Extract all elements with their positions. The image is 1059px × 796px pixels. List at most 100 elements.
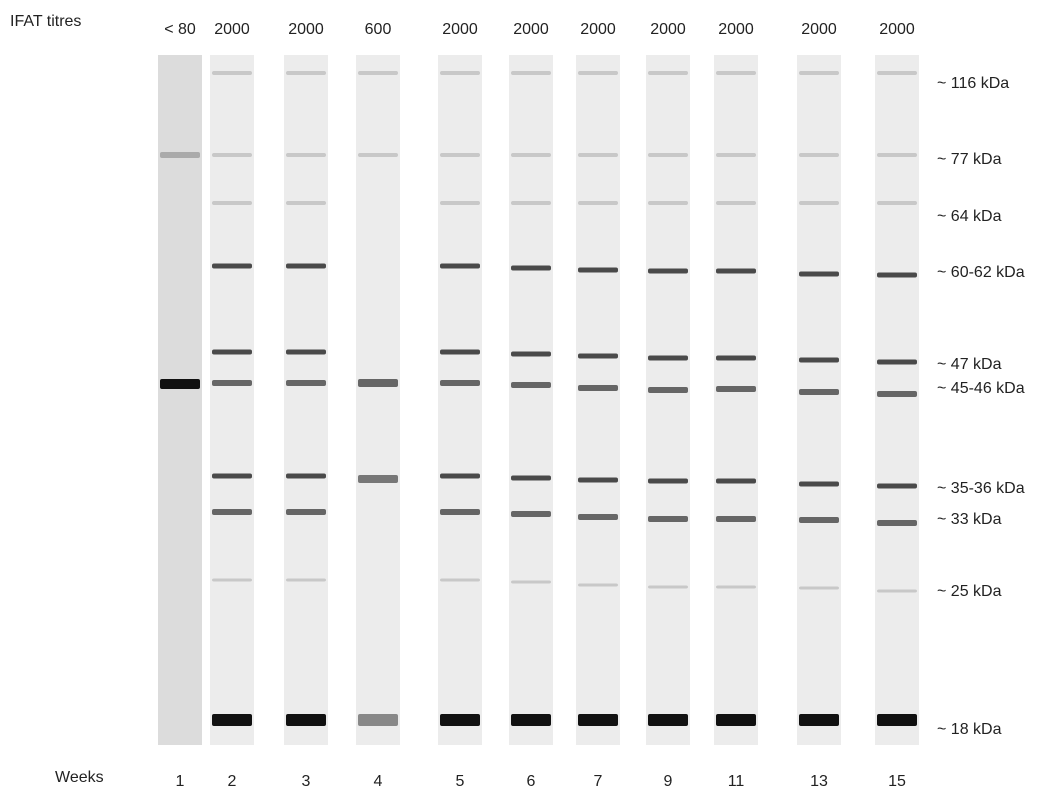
band <box>440 263 480 269</box>
titre: 2000 <box>288 21 324 38</box>
marker-label: ~ 33 kDa <box>937 511 1002 528</box>
band <box>440 349 480 355</box>
band <box>578 714 618 726</box>
band <box>716 268 756 274</box>
titre: 2000 <box>214 21 250 38</box>
week: 1 <box>176 773 185 790</box>
band <box>440 473 480 479</box>
band <box>286 71 326 75</box>
lane <box>438 55 482 745</box>
band <box>578 201 618 205</box>
band <box>212 578 252 582</box>
band <box>799 201 839 205</box>
week: 2 <box>228 773 237 790</box>
band <box>877 71 917 75</box>
band <box>648 153 688 157</box>
marker-label: ~ 77 kDa <box>937 151 1002 168</box>
band <box>286 509 326 515</box>
band <box>358 475 398 483</box>
titre: 2000 <box>650 21 686 38</box>
titre-label: IFAT titres <box>10 13 81 30</box>
week: 6 <box>527 773 536 790</box>
band <box>578 514 618 520</box>
band <box>358 714 398 726</box>
band <box>578 385 618 391</box>
band <box>212 349 252 355</box>
band <box>511 265 551 271</box>
band <box>440 71 480 75</box>
marker-label: ~ 60-62 kDa <box>937 264 1025 281</box>
band <box>716 516 756 522</box>
band <box>799 481 839 487</box>
week: 5 <box>456 773 465 790</box>
band <box>877 201 917 205</box>
band <box>440 153 480 157</box>
band <box>212 380 252 386</box>
band <box>160 379 200 389</box>
band <box>578 477 618 483</box>
band <box>799 714 839 726</box>
band <box>358 153 398 157</box>
band <box>440 509 480 515</box>
band <box>286 263 326 269</box>
lane <box>509 55 553 745</box>
titre: 2000 <box>801 21 837 38</box>
band <box>648 71 688 75</box>
week: 3 <box>302 773 311 790</box>
band <box>648 585 688 589</box>
marker-label: ~ 116 kDa <box>937 75 1009 92</box>
band <box>212 201 252 205</box>
band <box>716 585 756 589</box>
band <box>578 71 618 75</box>
lane <box>356 55 400 745</box>
band <box>578 353 618 359</box>
band <box>648 355 688 361</box>
week: 11 <box>728 773 745 790</box>
lane <box>714 55 758 745</box>
band <box>799 357 839 363</box>
band <box>716 714 756 726</box>
band <box>212 473 252 479</box>
band <box>511 153 551 157</box>
band <box>212 714 252 726</box>
marker-label: ~ 64 kDa <box>937 208 1002 225</box>
band <box>716 478 756 484</box>
week: 7 <box>594 773 603 790</box>
band <box>716 71 756 75</box>
band <box>877 483 917 489</box>
lane <box>875 55 919 745</box>
week: 13 <box>810 773 828 790</box>
band <box>440 578 480 582</box>
titre: 2000 <box>580 21 616 38</box>
week: 9 <box>664 773 673 790</box>
lane <box>646 55 690 745</box>
band <box>511 714 551 726</box>
band <box>648 268 688 274</box>
band <box>877 272 917 278</box>
band <box>286 578 326 582</box>
titre: 2000 <box>718 21 754 38</box>
band <box>212 153 252 157</box>
band <box>286 473 326 479</box>
band <box>648 201 688 205</box>
band <box>212 263 252 269</box>
band <box>511 351 551 357</box>
band <box>511 382 551 388</box>
marker-label: ~ 35-36 kDa <box>937 480 1025 497</box>
band <box>440 714 480 726</box>
titre: 2000 <box>879 21 915 38</box>
band <box>578 583 618 587</box>
band <box>648 714 688 726</box>
band <box>511 71 551 75</box>
marker-label: ~ 47 kDa <box>937 356 1002 373</box>
band <box>877 153 917 157</box>
band <box>578 153 618 157</box>
band <box>799 71 839 75</box>
band <box>286 714 326 726</box>
band <box>511 475 551 481</box>
band <box>877 589 917 593</box>
band <box>358 379 398 387</box>
lane <box>158 55 202 745</box>
lane <box>576 55 620 745</box>
